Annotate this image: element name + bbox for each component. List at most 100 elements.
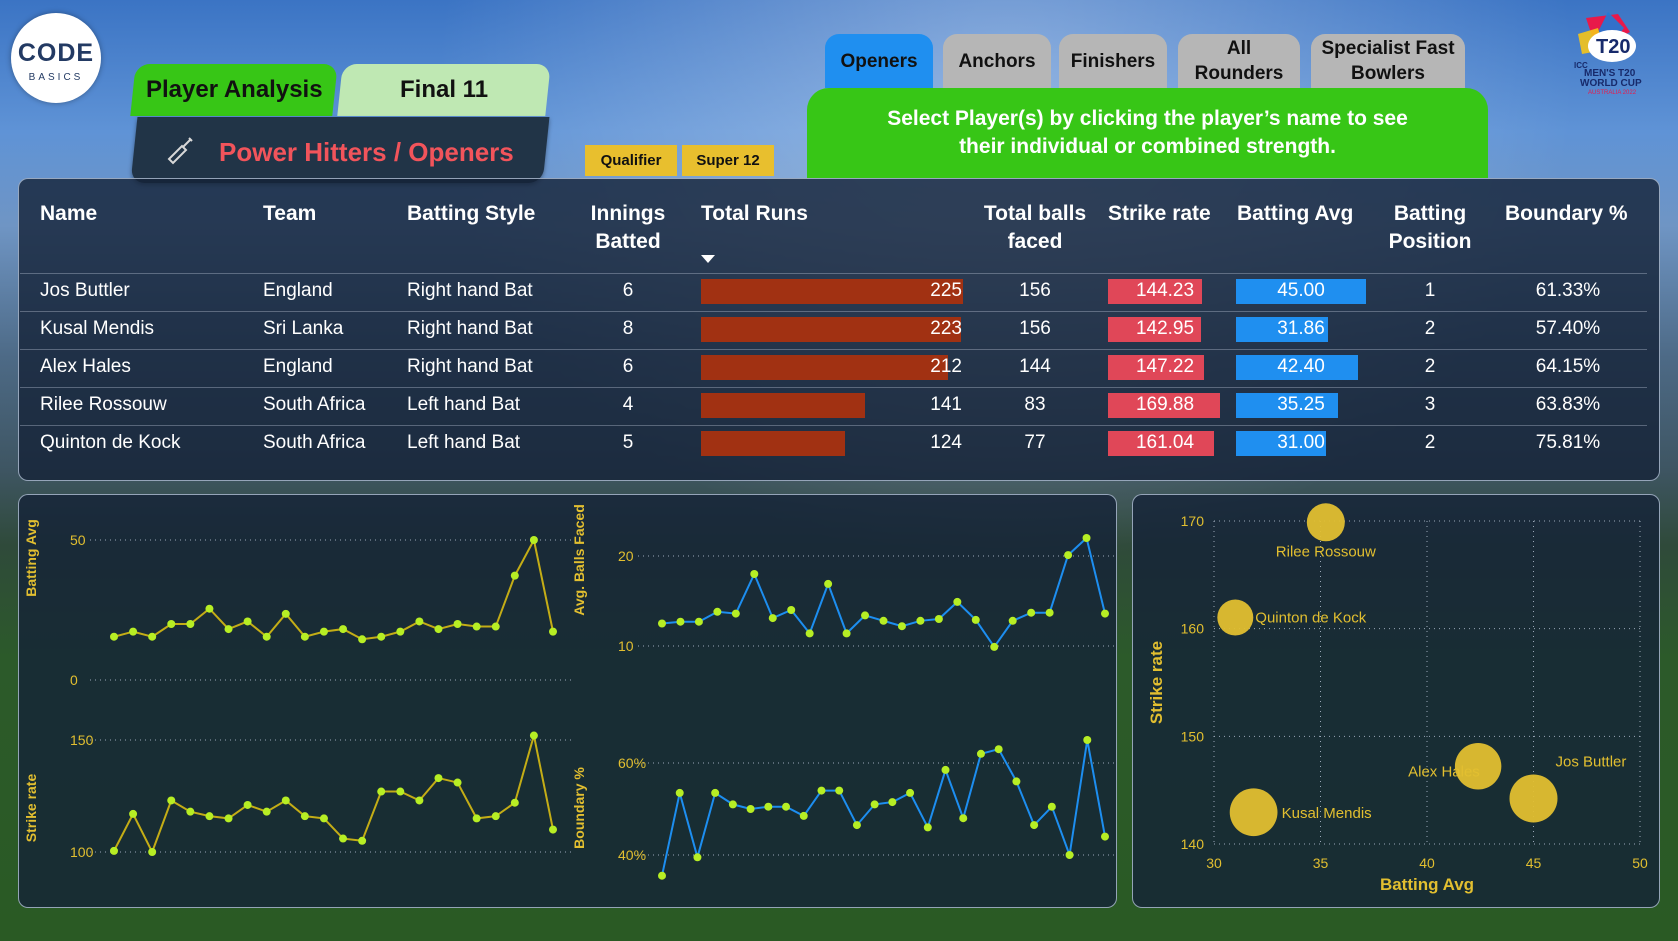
total-runs-bar <box>701 355 948 380</box>
data-point <box>888 798 897 807</box>
x-tick-label: 50 <box>1632 855 1648 871</box>
player-name-cell[interactable]: Alex Hales <box>40 356 131 377</box>
instruction-banner: Select Player(s) by clicking the player’… <box>807 88 1488 178</box>
data-point <box>817 786 826 795</box>
header-strike-rate[interactable]: Strike rate <box>1108 202 1211 225</box>
header-batting-style[interactable]: Batting Style <box>407 202 536 225</box>
batting-style-cell: Right hand Bat <box>407 318 533 339</box>
data-point <box>782 802 791 811</box>
data-point <box>746 805 755 813</box>
y-tick-label: 100 <box>70 844 94 860</box>
data-point <box>953 597 962 606</box>
tab-anchors[interactable]: Anchors <box>943 34 1051 88</box>
batting-style-cell: Left hand Bat <box>407 432 521 453</box>
innings-cell: 6 <box>622 356 634 377</box>
data-point <box>549 627 557 636</box>
batting-position-cell: 2 <box>1424 356 1436 377</box>
data-point <box>358 836 367 845</box>
innings-cell: 4 <box>622 394 634 415</box>
y-tick-label: 20 <box>618 548 634 564</box>
sort-descending-icon[interactable] <box>700 254 716 264</box>
wc-logo-line1: MEN'S T20 <box>1584 68 1636 79</box>
strike-rate-cell: 161.04 <box>1135 432 1195 453</box>
data-point <box>300 812 309 821</box>
series-line <box>113 735 554 855</box>
filter-super12-button[interactable]: Super 12 <box>682 145 774 176</box>
bubble-point[interactable] <box>1509 774 1558 823</box>
bubble-point[interactable] <box>1306 503 1345 542</box>
data-point <box>472 814 481 823</box>
bubble-point[interactable] <box>1229 788 1278 837</box>
boundary-pct-cell: 64.15% <box>1535 356 1601 377</box>
header-name[interactable]: Name <box>40 202 98 225</box>
y-tick-label: 150 <box>70 732 94 748</box>
data-point <box>976 749 985 758</box>
team-cell: South Africa <box>263 394 366 415</box>
row-divider <box>20 425 1647 426</box>
header-total-balls-faced[interactable]: Total balls faced <box>983 202 1087 253</box>
data-point <box>728 800 737 809</box>
data-point <box>529 536 538 544</box>
series-line <box>113 537 554 641</box>
strike-rate-cell: 147.22 <box>1135 356 1195 377</box>
data-point <box>358 635 367 644</box>
player-name-cell[interactable]: Jos Buttler <box>40 280 130 301</box>
bubble-point[interactable] <box>1217 599 1254 636</box>
y-tick-label: 160 <box>1181 621 1205 637</box>
data-point <box>897 622 906 631</box>
batting-avg-bar <box>1236 317 1328 342</box>
data-point <box>339 834 348 843</box>
data-point <box>1101 609 1109 618</box>
balls-faced-cell: 144 <box>1019 356 1051 377</box>
header-innings-batted[interactable]: Innings Batted <box>590 202 666 253</box>
header-boundary-pct[interactable]: Boundary % <box>1505 202 1628 225</box>
x-tick-label: 45 <box>1526 855 1542 871</box>
tab-finishers[interactable]: Finishers <box>1059 34 1167 88</box>
total-runs-cell: 141 <box>930 394 962 415</box>
header-total-runs[interactable]: Total Runs <box>701 202 808 225</box>
data-point <box>693 853 702 862</box>
y-axis-label: Avg. Balls Faced <box>571 504 587 616</box>
header-batting-position[interactable]: Batting Position <box>1388 202 1472 253</box>
data-point <box>941 765 950 774</box>
data-point <box>711 788 720 797</box>
data-point <box>694 617 703 626</box>
data-point <box>243 617 252 626</box>
y-axis-label: Strike rate <box>1147 641 1166 724</box>
strike-rate-bar <box>1108 317 1201 342</box>
data-point <box>396 627 405 636</box>
tab-openers[interactable]: Openers <box>825 34 933 88</box>
strike-rate-cell: 142.95 <box>1135 318 1195 339</box>
data-point <box>434 774 443 783</box>
balls-faced-cell: 83 <box>1024 394 1046 415</box>
data-point <box>281 609 290 618</box>
data-point <box>1064 551 1073 560</box>
total-runs-bar <box>701 279 963 304</box>
header-batting-avg[interactable]: Batting Avg <box>1237 202 1354 225</box>
filter-qualifier-button[interactable]: Qualifier <box>585 145 677 176</box>
tab-all-rounders[interactable]: All Rounders <box>1178 34 1300 88</box>
data-point <box>916 616 925 625</box>
data-point <box>713 607 722 616</box>
header-team[interactable]: Team <box>263 202 317 225</box>
tab-specialist-fast-bowlers[interactable]: Specialist Fast Bowlers <box>1311 34 1465 88</box>
data-point <box>243 800 252 809</box>
data-point <box>764 802 773 811</box>
y-tick-label: 150 <box>1181 728 1205 744</box>
data-point <box>658 619 666 628</box>
player-name-cell[interactable]: Quinton de Kock <box>40 432 181 453</box>
data-point <box>787 606 796 614</box>
batting-avg-bar <box>1236 393 1338 418</box>
data-point <box>1012 777 1021 786</box>
player-name-cell[interactable]: Rilee Rossouw <box>40 394 167 415</box>
team-cell: South Africa <box>263 432 366 453</box>
player-name-cell[interactable]: Kusal Mendis <box>40 318 155 339</box>
bubble-label: Kusal Mendis <box>1282 805 1372 822</box>
innings-cell: 5 <box>622 432 634 453</box>
data-point <box>529 731 538 740</box>
bubble-point[interactable] <box>1454 743 1502 790</box>
total-runs-cell: 223 <box>930 318 962 339</box>
data-point <box>835 786 844 795</box>
batting-position-cell: 3 <box>1424 394 1436 415</box>
total-runs-bar <box>701 393 865 418</box>
